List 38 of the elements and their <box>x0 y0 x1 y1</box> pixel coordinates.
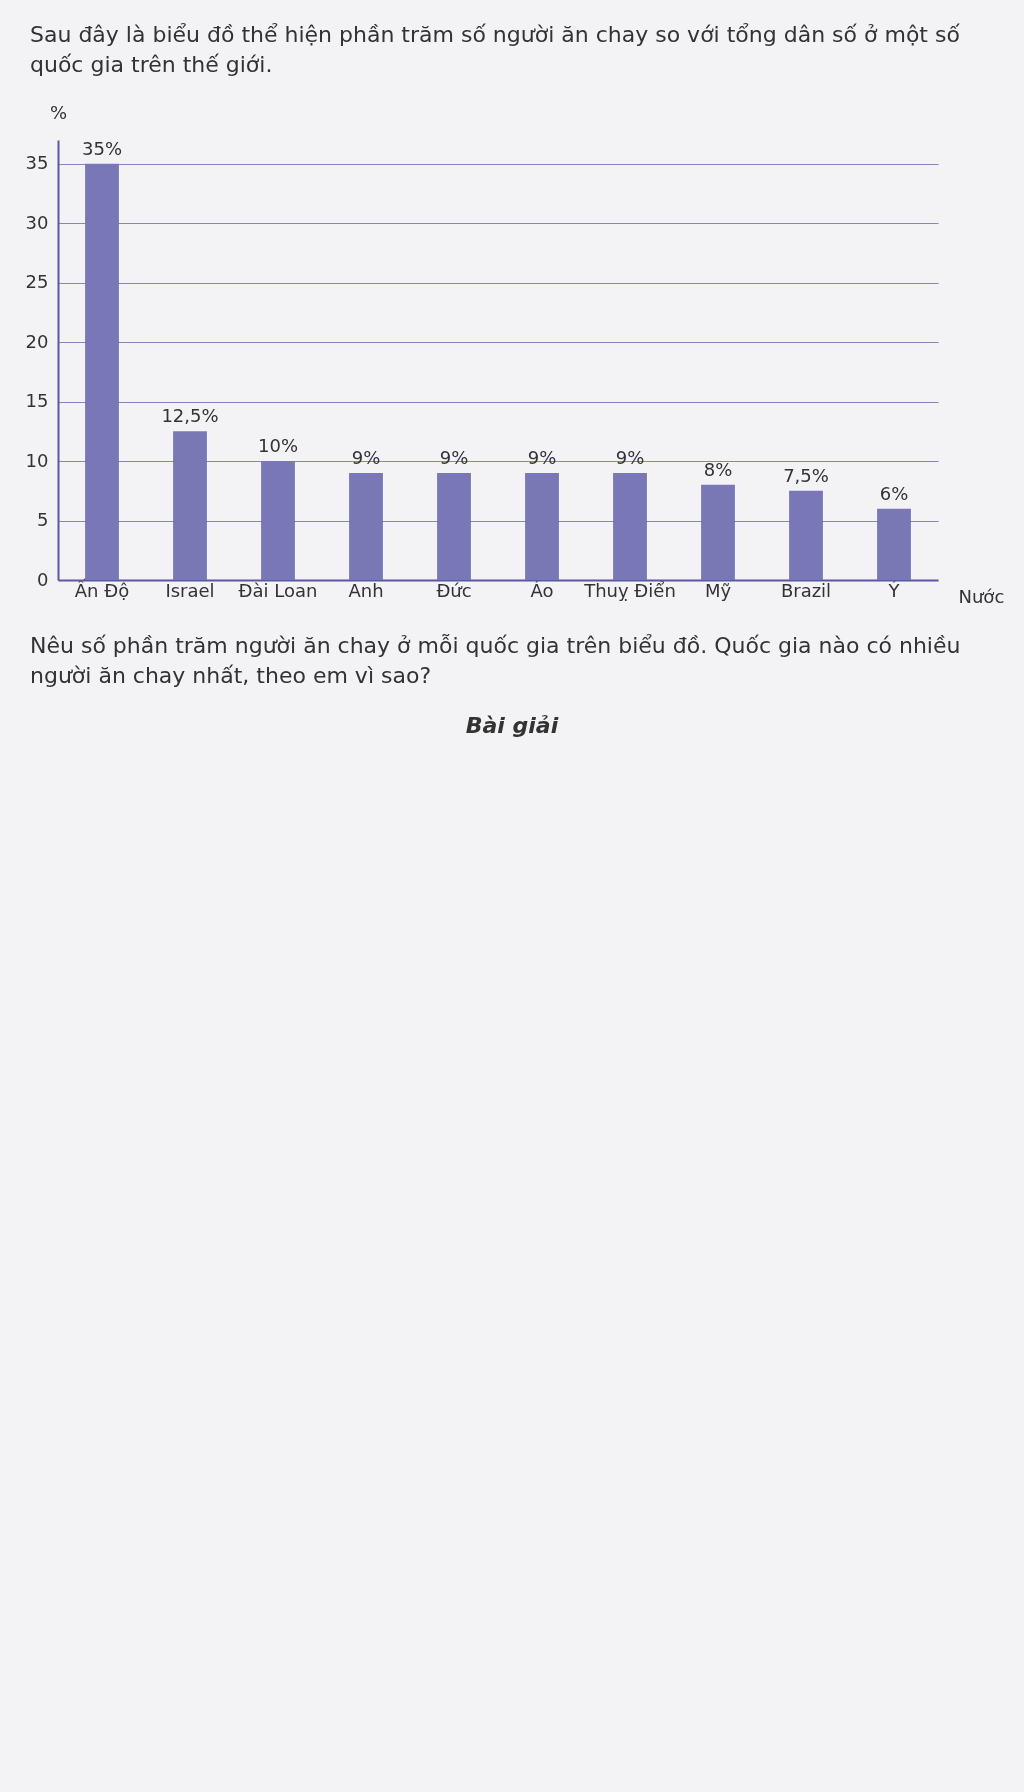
data-label: 7,5% <box>783 465 829 487</box>
y-axis-title: % <box>49 101 68 123</box>
chart-title: Sau đây là biểu đồ thể hiện phần trăm số người ăn chay so với tổng dân số ở một số quốc gia trên thế giới. <box>30 21 961 79</box>
x-tick-label: Ý <box>887 579 901 601</box>
x-tick-label: Ấn Độ <box>74 577 130 601</box>
x-tick-label: Anh <box>348 579 384 601</box>
y-tick-label: 5 <box>37 509 49 531</box>
y-tick-label: 30 <box>25 212 49 234</box>
data-label: 6% <box>879 483 909 505</box>
bar <box>437 473 471 581</box>
bar <box>173 431 207 581</box>
x-tick-label: Brazil <box>780 579 832 601</box>
y-tick-label: 10 <box>25 449 49 471</box>
x-axis-title: Nước <box>958 585 1005 607</box>
bar <box>349 473 383 581</box>
y-tick-label: 25 <box>25 271 49 293</box>
data-label: 8% <box>703 459 733 481</box>
bar <box>789 491 823 581</box>
x-tick-label: Thuỵ Điển <box>583 579 676 601</box>
x-tick-label: Áo <box>530 579 554 601</box>
text: Bài giải <box>464 711 560 740</box>
text: Nêu số phần trăm người ăn chay ở mỗi quốc gia trên biểu đồ. Quốc gia nào có nhiều người ăn chay nhất, theo em vì sao? <box>30 632 962 691</box>
x-tick-label: Đài Loan <box>238 579 318 601</box>
bar <box>261 461 295 581</box>
data-label: 12,5% <box>161 405 219 427</box>
x-tick-label: Mỹ <box>704 579 732 601</box>
data-label: 10% <box>257 435 299 457</box>
data-label: 35% <box>81 138 123 160</box>
x-tick-label: Đức <box>436 579 472 601</box>
y-tick-label: 15 <box>25 390 49 412</box>
y-tick-label: 0 <box>37 568 49 590</box>
y-tick-label: 20 <box>25 331 49 353</box>
y-tick-label: 35 <box>25 152 49 174</box>
bar <box>525 473 559 581</box>
x-tick-label: Israel <box>165 579 215 601</box>
bar <box>701 485 735 581</box>
bar <box>877 509 911 581</box>
bar <box>613 473 647 581</box>
